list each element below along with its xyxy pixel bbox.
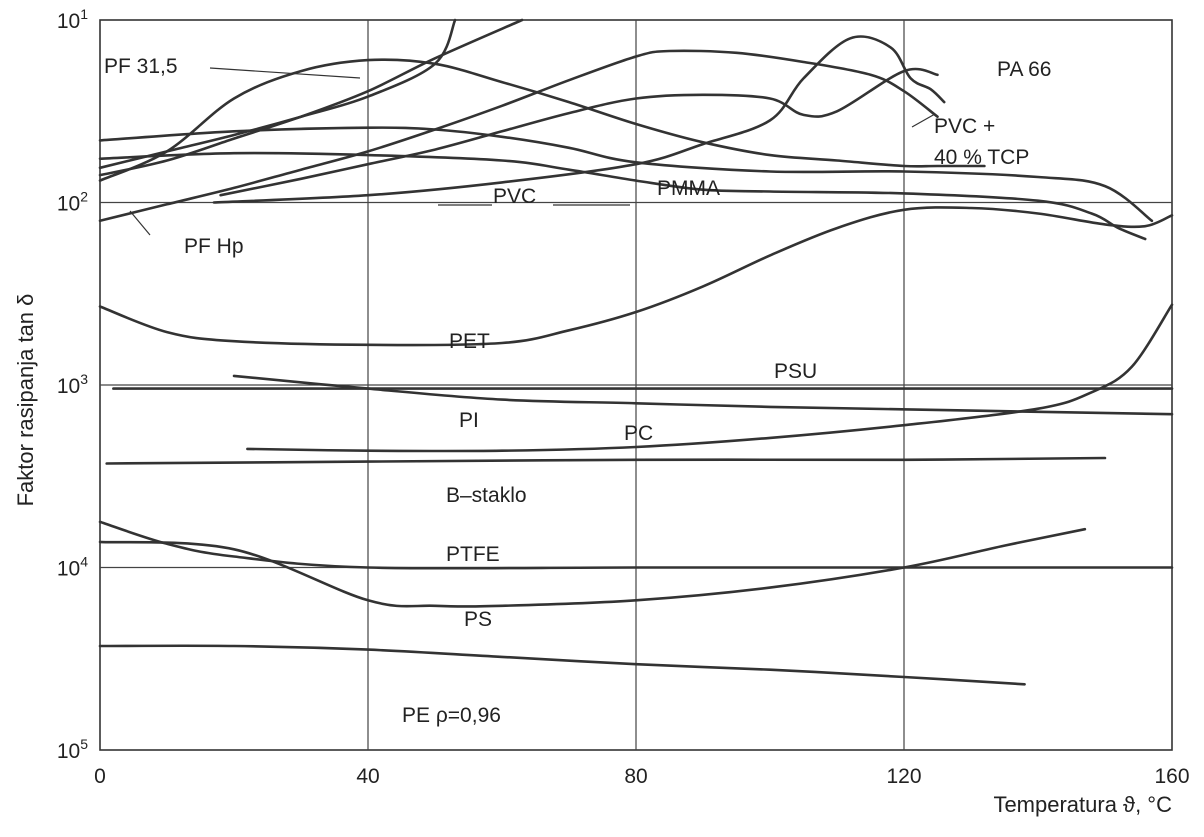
x-tick-label-3: 120 [886,765,921,788]
series-line-pet [98,206,1174,347]
series-label-pc: PC [624,422,653,445]
series-line-unlabeled-3 [98,126,1154,223]
series-label-pa-66: PA 66 [997,58,1052,81]
y-tick-label-2: 103 [57,371,88,398]
series-label-ps: PS [464,608,492,631]
series-label-b-staklo: B–staklo [446,484,527,507]
y-tick-label-1: 102 [57,189,88,216]
leader-line-0 [209,67,361,79]
series-line-ptfe [98,520,1174,570]
series-line-pmma [98,151,1147,241]
series-line-pf-31-5 [98,18,457,170]
series-line-pf-hp [98,49,939,223]
y-tick-label-3: 104 [57,554,88,581]
series-line-ps [98,527,1087,608]
series-line-b-staklo [105,456,1107,465]
grid-lines [99,19,1173,751]
y-tick-label-0: 101 [57,6,88,33]
series-line-pvc [212,35,946,204]
series-label-psu: PSU [774,360,817,383]
leader-line-1 [129,210,151,236]
tick-labels: 0 40 80 120 160 101 102 103 104 105 [57,6,1190,788]
series-line-pa-66 [98,58,986,182]
series-curves [98,18,1174,686]
series-line-unlabeled-2 [98,18,524,177]
x-tick-label-2: 80 [624,765,647,788]
series-label-ptfe: PTFE [446,543,500,566]
x-tick-label-0: 0 [94,765,106,788]
series-label-pf-31-5: PF 31,5 [104,55,178,78]
leader-line-2 [911,113,936,128]
series-labels: PA 66 PF 31,5 PF Hp PVC + 40 % TCP PVC PMMA PET… [104,55,1052,727]
series-line-pi [232,374,1174,416]
series-line-pvc-40-tcp [219,67,939,197]
x-tick-label-1: 40 [356,765,379,788]
series-line-pc [246,303,1174,453]
x-tick-label-4: 160 [1154,765,1189,788]
x-axis-label: Temperatura ϑ, °C [993,792,1172,817]
series-label-pf-hp: PF Hp [184,235,244,258]
y-tick-label-4: 105 [57,736,88,763]
series-label-pet: PET [449,330,490,353]
label-leaders [129,67,936,236]
y-axis-label: Faktor rasipanja tan δ [13,294,38,507]
series-label-pmma: PMMA [657,177,720,200]
series-label-pe-0-96: PE ρ=0,96 [402,704,501,727]
series-label-pvc-40-tcp-line1: PVC + [934,115,995,138]
series-label-pvc-40-tcp-line2: 40 % TCP [934,146,1029,169]
series-line-pe-0-96 [98,644,1026,686]
series-label-pvc: PVC [493,185,536,208]
series-label-pi: PI [459,409,479,432]
